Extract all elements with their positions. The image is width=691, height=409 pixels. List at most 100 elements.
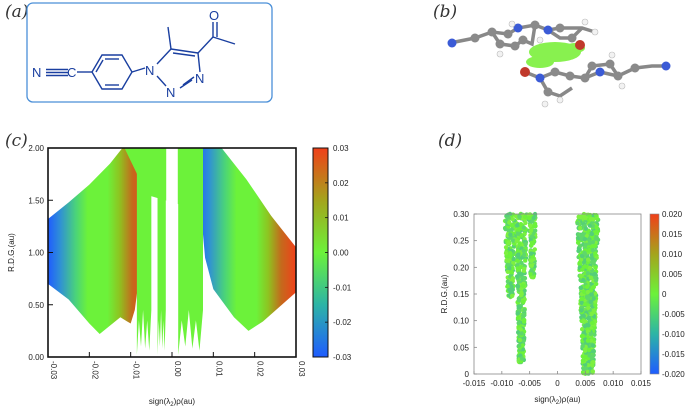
colorbar-tick-label: -0.020 [662, 370, 685, 379]
data-point [588, 299, 593, 305]
data-point [507, 220, 512, 225]
data-point [510, 216, 515, 222]
colorbar-tick-label: -0.005 [662, 310, 685, 319]
data-point [509, 293, 515, 299]
data-point [502, 226, 508, 231]
data-point [582, 362, 588, 367]
x-tick-label: 0.015 [631, 379, 652, 388]
data-point [515, 266, 520, 271]
y-axis-label: R.D.G.(au) [7, 233, 16, 272]
data-point [521, 225, 527, 230]
data-point [590, 369, 596, 374]
data-point [590, 363, 595, 368]
data-point [585, 270, 590, 276]
data-point [583, 226, 589, 231]
data-point [586, 315, 592, 321]
data-point [585, 289, 590, 295]
data-point [580, 333, 586, 339]
y-tick-label: 0.30 [453, 210, 469, 219]
data-point [529, 257, 535, 262]
data-point [589, 311, 594, 317]
data-point [519, 356, 525, 361]
data-band [575, 211, 601, 376]
data-point [593, 236, 598, 241]
data-point [521, 299, 526, 305]
data-point [522, 252, 527, 257]
data-point [505, 262, 510, 268]
y-tick-label: 0 [465, 370, 470, 379]
y-tick-label: 0.15 [453, 290, 469, 299]
data-point [578, 273, 583, 278]
data-point [579, 308, 584, 313]
y-tick-label: 1.00 [28, 249, 44, 258]
data-point [519, 290, 524, 296]
y-tick-label: 0.25 [453, 237, 469, 246]
data-point [516, 343, 522, 348]
data-point [522, 288, 527, 293]
panel-label-d: (d) [438, 131, 463, 151]
data-point [590, 320, 595, 326]
data-point [518, 222, 524, 227]
data-point [523, 241, 528, 247]
data-point [579, 253, 585, 259]
data-point [515, 284, 521, 289]
x-tick-label: 0.02 [256, 361, 265, 377]
data-point [592, 243, 598, 248]
data-point [529, 234, 535, 239]
data-point [503, 250, 509, 256]
data-point [590, 247, 596, 253]
y-tick-label: 0.00 [28, 353, 44, 362]
data-point [591, 284, 596, 290]
data-point [592, 271, 597, 277]
data-point [584, 233, 590, 238]
data-point [586, 323, 591, 328]
panel-label-b: (b) [433, 2, 458, 22]
x-axis-label: sign(λ2)ρ(au) [149, 397, 195, 408]
colorbar [649, 213, 660, 375]
data-point [582, 323, 588, 329]
panel-label-c: (c) [5, 131, 28, 151]
data-point [583, 366, 589, 371]
data-point [515, 315, 521, 321]
data-point [517, 337, 523, 343]
colorbar-tick-label: 0.03 [333, 144, 349, 153]
data-point [590, 343, 596, 348]
data-point [581, 358, 586, 363]
colorbar-tick-label: -0.02 [333, 318, 352, 327]
data-point [587, 223, 593, 228]
data-point [590, 239, 596, 245]
x-tick-label: 0.03 [297, 361, 306, 377]
data-point [511, 260, 516, 265]
data-point [505, 269, 511, 274]
data-spike [136, 148, 152, 355]
data-point [591, 217, 596, 222]
data-point [522, 317, 527, 323]
data-point [585, 257, 591, 262]
data-point [581, 289, 587, 295]
data-point [526, 216, 532, 221]
data-point [516, 252, 521, 257]
data-point [522, 275, 528, 281]
data-point [519, 233, 524, 238]
data-point [580, 343, 585, 349]
y-tick-label: 0.05 [453, 343, 469, 352]
y-tick-label: 2.00 [28, 144, 44, 153]
data-point [589, 292, 595, 297]
data-point [581, 313, 586, 319]
data-region-attractive [48, 148, 148, 335]
data-point [577, 260, 582, 266]
panel-label-a: (a) [5, 2, 29, 22]
data-point [529, 240, 535, 245]
data-point [594, 225, 599, 230]
y-tick-label: 0.10 [453, 317, 469, 326]
data-point [577, 225, 583, 231]
x-tick-label: 0 [555, 379, 560, 388]
data-point [517, 214, 522, 220]
data-point [514, 274, 520, 279]
data-point [588, 331, 593, 337]
data-band [526, 211, 538, 280]
x-tick-label: 0.01 [214, 361, 223, 377]
data-point [505, 284, 510, 289]
